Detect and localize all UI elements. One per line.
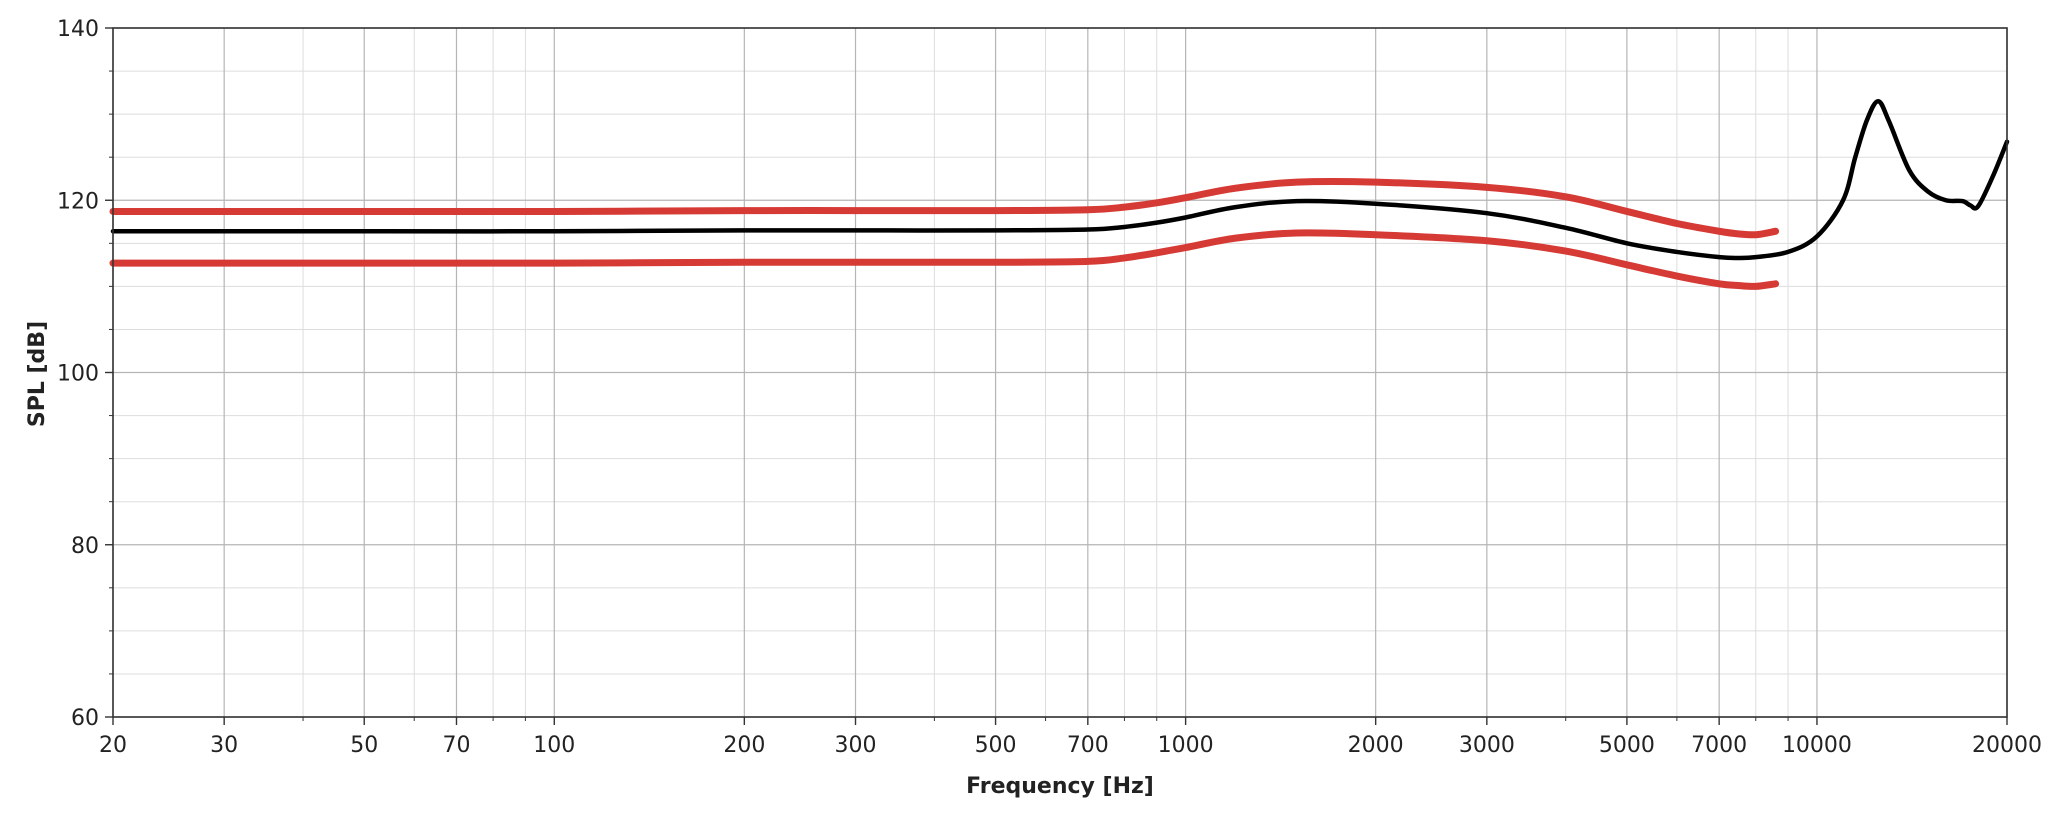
x-tick-label: 70	[442, 733, 470, 758]
x-tick-label: 300	[835, 733, 877, 758]
x-tick-label: 30	[210, 733, 238, 758]
lower-tolerance-line	[109, 229, 1780, 290]
x-tick-label: 7000	[1691, 733, 1747, 758]
y-tick-label: 100	[57, 362, 99, 387]
y-tick-labels: 60 80 100 120 140	[57, 17, 99, 731]
y-tick-label: 140	[57, 17, 99, 42]
x-axis-label: Frequency [Hz]	[966, 774, 1154, 799]
x-tick-label: 20000	[1972, 733, 2042, 758]
series-layer	[109, 98, 2010, 290]
x-tick-label: 700	[1067, 733, 1109, 758]
x-tick-label: 20	[99, 733, 127, 758]
x-tick-labels: 20 30 50 70 100 200 300 500 700 1000 2000 3000 5000 7…	[99, 733, 2042, 758]
upper-tolerance-line	[109, 177, 1780, 239]
x-tick-label: 200	[723, 733, 765, 758]
y-tick-label: 60	[71, 706, 99, 731]
x-tick-label: 50	[350, 733, 378, 758]
x-tick-label: 3000	[1459, 733, 1515, 758]
y-tick-label: 120	[57, 189, 99, 214]
axis-ticks	[105, 27, 2008, 725]
response-line	[110, 98, 2010, 261]
major-grid	[112, 27, 2008, 718]
x-tick-label: 5000	[1599, 733, 1655, 758]
x-tick-label: 500	[975, 733, 1017, 758]
y-tick-label: 80	[71, 534, 99, 559]
x-tick-label: 100	[533, 733, 575, 758]
x-tick-label: 2000	[1348, 733, 1404, 758]
minor-grid	[113, 28, 2007, 717]
x-tick-label: 1000	[1158, 733, 1214, 758]
x-tick-label: 10000	[1782, 733, 1852, 758]
y-axis-label: SPL [dB]	[25, 321, 50, 427]
